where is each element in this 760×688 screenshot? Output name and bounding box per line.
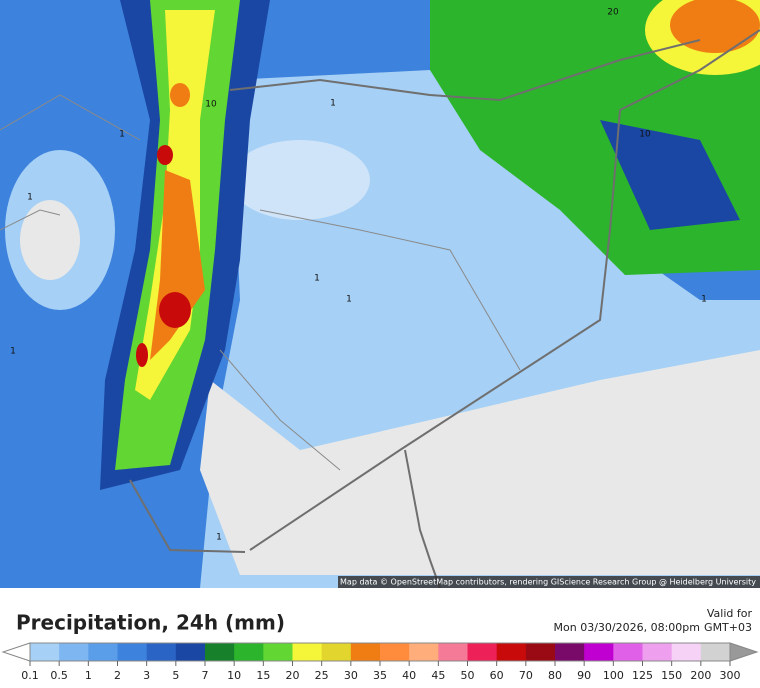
colorbar-label: 45 (431, 669, 445, 682)
colorbar-label: 30 (344, 669, 358, 682)
border (249, 29, 760, 551)
timezone: GMT+03 (704, 621, 752, 634)
contour-label: 1 (314, 274, 320, 284)
borders-minor (0, 94, 521, 471)
colorbar-label: 25 (315, 669, 329, 682)
colorbar-label: 125 (632, 669, 653, 682)
heavy-rain (670, 0, 760, 53)
colorbar-label: 150 (661, 669, 682, 682)
border (229, 39, 701, 102)
contour-label: 1 (119, 130, 125, 140)
colorbar-segment (438, 643, 468, 661)
colorbar-label: 15 (256, 669, 270, 682)
colorbar-label: 35 (373, 669, 387, 682)
colorbar-segment (555, 643, 585, 661)
colorbar-label: 300 (720, 669, 741, 682)
attribution: Map data © OpenStreetMap contributors, r… (340, 578, 756, 587)
colorbar-label: 0.5 (50, 669, 68, 682)
colorbar-segment (409, 643, 439, 661)
colorbar-segment (642, 643, 673, 661)
colorbar-segment (671, 643, 702, 661)
colorbar-label: 10 (227, 669, 241, 682)
legend: Precipitation, 24h (mm) Valid for Mon 03… (1, 607, 759, 682)
colorbar-label: 70 (519, 669, 533, 682)
colorbar-segment (30, 643, 60, 661)
contour-label: 1 (330, 99, 336, 109)
colorbar-segment (525, 643, 556, 661)
colorbar-label: 200 (690, 669, 711, 682)
border (129, 479, 246, 553)
contour-label: 1 (701, 295, 707, 305)
colorbar-segment (613, 643, 643, 661)
colorbar-segment (321, 643, 352, 661)
colorbar-label: 2 (114, 669, 121, 682)
contour-label: 10 (205, 100, 217, 110)
colorbar-segment (350, 643, 381, 661)
border (259, 209, 521, 371)
coastline (0, 209, 61, 231)
colorbar-segment (700, 643, 731, 661)
colorbar-segment (59, 643, 89, 661)
colorbar-segment (467, 643, 498, 661)
contour-label: 1 (216, 533, 222, 543)
rain-core (157, 145, 173, 165)
colorbar-label: 0.1 (21, 669, 39, 682)
borders (129, 29, 760, 588)
rain-core (159, 292, 191, 328)
dry-patch (20, 200, 80, 280)
rain-area (600, 120, 740, 230)
colorbar-segment (380, 643, 410, 661)
colorbar-label: 3 (143, 669, 150, 682)
colorbar-segment (292, 643, 323, 661)
valid-time: Mon 03/30/2026, 08:00pm (554, 621, 700, 634)
colorbar-segment (205, 643, 235, 661)
light-patch (230, 140, 370, 220)
rain-core (136, 343, 148, 367)
legend-title: Precipitation, 24h (mm) (16, 611, 285, 635)
colorbar-segment (234, 643, 264, 661)
border (219, 349, 341, 471)
colorbar-label: 7 (202, 669, 209, 682)
colorbar-label: 60 (490, 669, 504, 682)
colorbar-segment (88, 643, 118, 661)
contour-label: 1 (27, 193, 33, 203)
coastline (0, 94, 141, 141)
map: Map data © OpenStreetMap contributors, r… (0, 0, 760, 588)
colorbar-segment (146, 643, 177, 661)
colorbar-min-arrow (1, 642, 31, 662)
attribution-bg (338, 576, 760, 588)
colorbar-label: 50 (461, 669, 475, 682)
border (404, 449, 441, 588)
colorbar-label: 40 (402, 669, 416, 682)
colorbar-segment (175, 643, 206, 661)
colorbar-segment (584, 643, 614, 661)
contour-label: 20 (607, 8, 619, 18)
colorbar-label: 80 (548, 669, 562, 682)
colorbar-segment (496, 643, 527, 661)
contour-label: 1 (10, 347, 16, 357)
colorbar-label: 1 (85, 669, 92, 682)
rain-core (170, 83, 190, 107)
colorbar-segment (117, 643, 148, 661)
colorbar-label: 100 (603, 669, 624, 682)
contour-label: 10 (639, 130, 651, 140)
contour-label: 1 (346, 295, 352, 305)
colorbar-label: 90 (577, 669, 591, 682)
colorbar-max-arrow (729, 642, 759, 662)
valid-label: Valid for (707, 607, 753, 620)
colorbar-label: 20 (286, 669, 300, 682)
dry-area (200, 350, 760, 575)
colorbar-segment (263, 643, 293, 661)
colorbar-label: 5 (172, 669, 179, 682)
colorbar: 0.1 0.5 1 2 3 5 7 10 15 20 25 30 35 40 45 50 60 70 80 90 100… (21, 642, 741, 682)
